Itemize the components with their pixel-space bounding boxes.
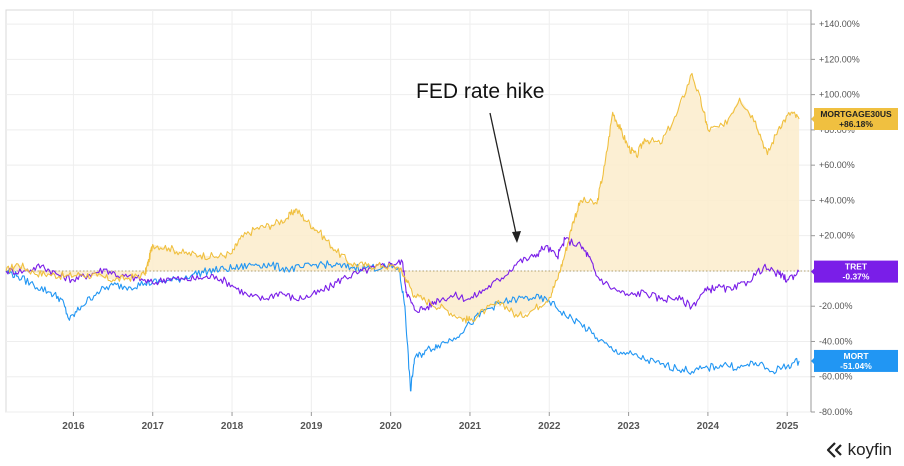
series-tag-pointer — [811, 356, 815, 365]
x-tick-label: 2018 — [221, 421, 244, 432]
y-tick-label: +40.00% — [819, 195, 855, 205]
x-tick-label: 2022 — [538, 421, 561, 432]
x-axis: 2016 2017 2018 2019 2020 2021 2022 2023 2024 2025 — [62, 412, 799, 432]
x-tick-label: 2020 — [380, 421, 403, 432]
x-tick-label: 2023 — [617, 421, 640, 432]
annotation-text: FED rate hike — [416, 80, 544, 103]
x-tick-label: 2017 — [142, 421, 165, 432]
series-line-mortgage30us — [5, 72, 800, 324]
y-tick-label: +120.00% — [819, 54, 860, 64]
series-tag-mort: MORT-51.04% — [811, 349, 898, 372]
y-tick-label: +20.00% — [819, 231, 855, 241]
series-tags: MORTGAGE30US+86.18% TRET-0.37% MORT-51.04% — [811, 107, 898, 372]
x-tick-label: 2025 — [776, 421, 799, 432]
koyfin-brand-name: koyfin — [847, 440, 892, 459]
y-tick-label: -20.00% — [819, 301, 853, 311]
series-tag-tret: TRET-0.37% — [811, 260, 898, 283]
koyfin-brand: koyfin — [826, 440, 892, 460]
mortgage-fill — [6, 73, 800, 321]
x-tick-label: 2016 — [62, 421, 85, 432]
series-tag-mortgage30us: MORTGAGE30US+86.18% — [811, 107, 898, 130]
series-tag-pointer — [811, 267, 815, 276]
series-lines — [5, 72, 800, 392]
x-tick-label: 2021 — [459, 421, 482, 432]
annotation: FED rate hike — [416, 80, 544, 243]
y-tick-label: +60.00% — [819, 160, 855, 170]
series-line-tret — [5, 236, 800, 314]
y-tick-label: -40.00% — [819, 336, 853, 346]
x-tick-label: 2024 — [697, 421, 720, 432]
series-line-mort — [5, 260, 800, 392]
series-tag-box — [814, 260, 898, 283]
series-tag-value: +86.18% — [839, 119, 873, 129]
series-tag-box — [814, 107, 898, 130]
y-tick-label: -60.00% — [819, 372, 853, 382]
x-tick-label: 2019 — [300, 421, 323, 432]
series-tag-box — [814, 349, 898, 372]
series-fill-mortgage30us — [6, 73, 800, 321]
series-tag-name: MORT — [843, 351, 869, 361]
y-tick-label: +140.00% — [819, 19, 860, 29]
series-tag-pointer — [811, 114, 815, 123]
series-tag-name: TRET — [845, 262, 868, 272]
series-tag-value: -0.37% — [843, 272, 870, 282]
annotation-arrowhead — [512, 231, 521, 243]
y-tick-label: +100.00% — [819, 90, 860, 100]
y-tick-label: -80.00% — [819, 407, 853, 417]
koyfin-logo-icon — [826, 442, 842, 458]
series-tag-name: MORTGAGE30US — [820, 109, 892, 119]
annotation-arrow-shaft — [489, 112, 518, 239]
series-tag-value: -51.04% — [840, 361, 872, 371]
